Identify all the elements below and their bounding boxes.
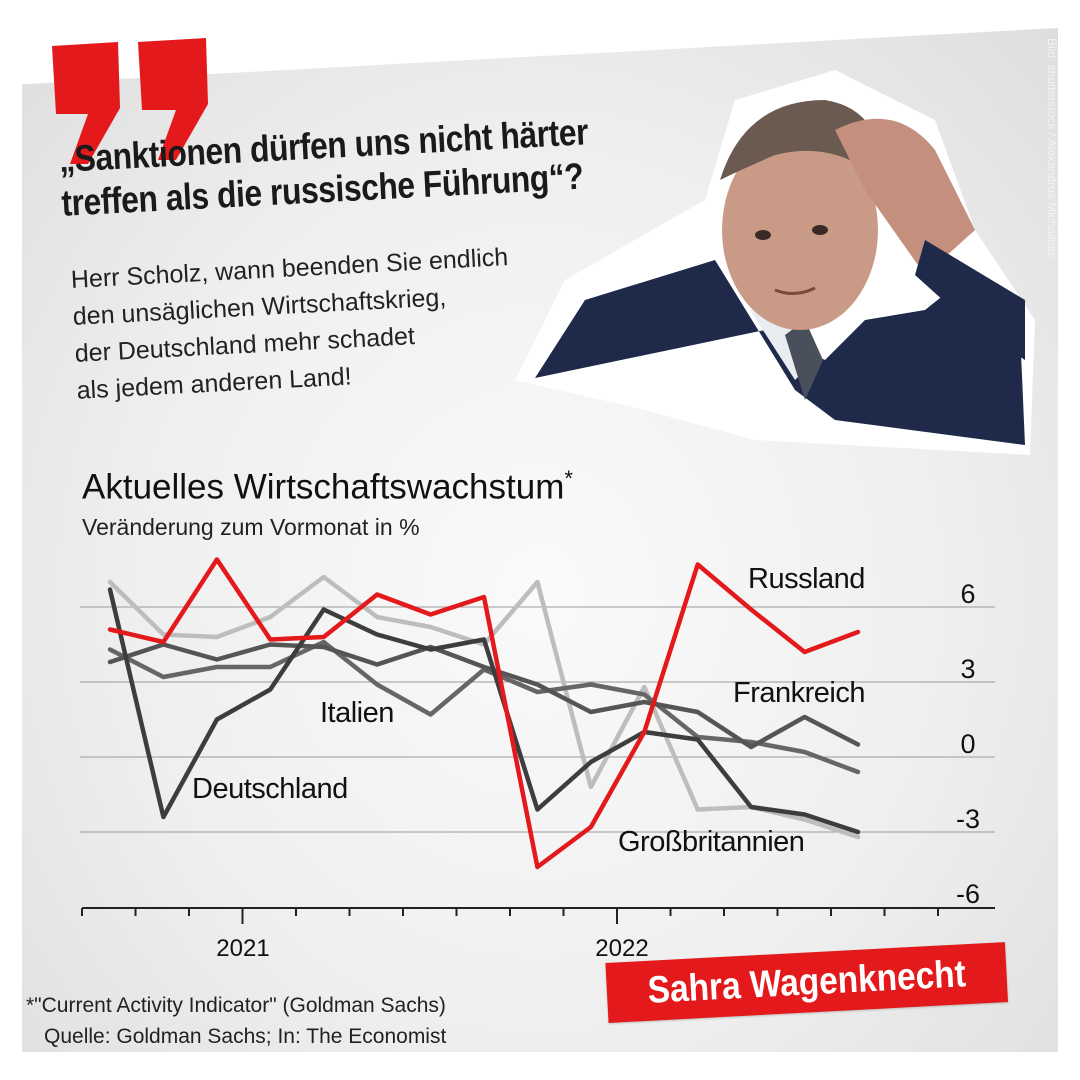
y-tick-label: 6 [960,579,975,609]
chart-x-axis: 2021 2022 [81,907,995,962]
series-line-deutschland [107,587,861,835]
series-line-großbritannien [107,642,861,750]
series-line-russland [107,557,861,870]
chart-title-text: Aktuelles Wirtschaftswachstum [82,467,565,507]
chart-footnote: *"Current Activity Indicator" (Goldman S… [26,994,446,1017]
x-tick-label: 2022 [595,935,648,962]
chart-source: Quelle: Goldman Sachs; In: The Economist [44,1025,447,1048]
series-label: Deutschland [192,773,348,805]
chart-grid: 6 3 0 -3 -6 [80,579,995,909]
series-label: Großbritannien [618,826,804,858]
series-label: Russland [748,563,865,595]
chart-subtitle: Veränderung zum Vormonat in % [82,514,420,540]
series-label: Italien [320,697,394,729]
chart-labels: Italien Frankreich Großbritannien Deutschla… [192,563,866,858]
y-tick-label: 3 [960,654,975,684]
series-line-frankreich [107,639,861,775]
y-tick-label: -6 [956,879,980,909]
politician-photo [515,70,1035,455]
photo-credit: Bild: shutterstock / Alexandros Michaili… [1045,38,1059,258]
series-label: Frankreich [733,677,865,709]
x-tick-label: 2021 [216,935,269,962]
chart-title: Aktuelles Wirtschaftswachstum* [82,466,573,508]
chart-series [107,557,861,870]
y-tick-label: 0 [960,729,975,759]
y-tick-label: -3 [956,804,980,834]
chart-title-marker: * [564,466,573,491]
quote-mark-icon [52,38,208,164]
